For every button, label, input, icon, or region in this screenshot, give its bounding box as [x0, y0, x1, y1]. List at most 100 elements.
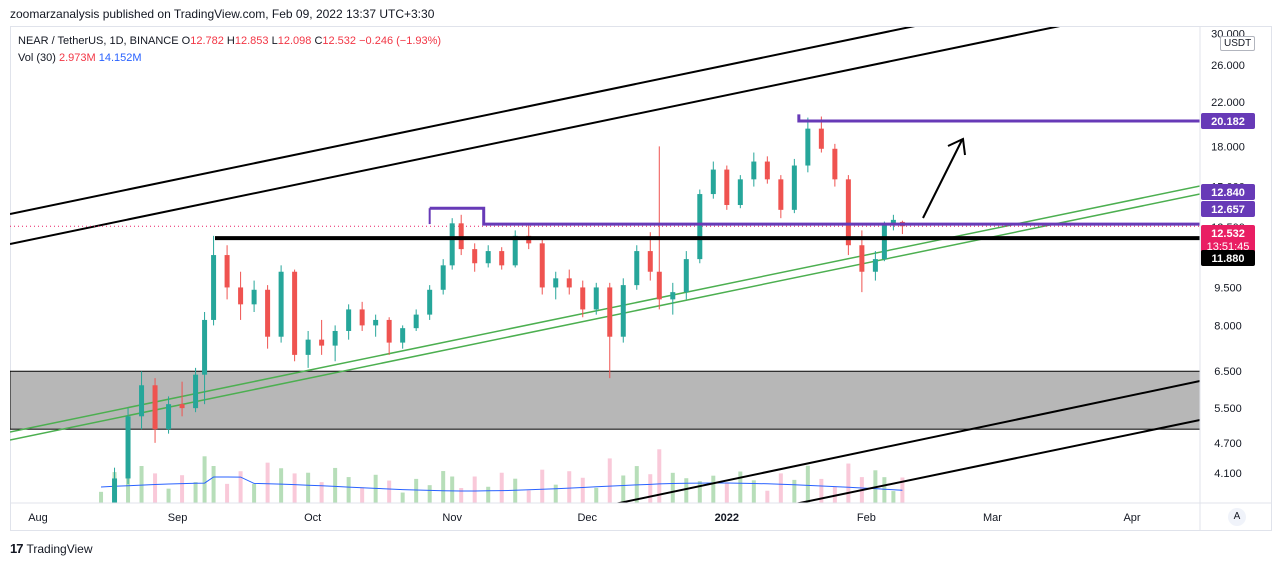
price-label-tag [1201, 225, 1255, 253]
volume-bar [414, 478, 419, 503]
price-label-tag [1201, 250, 1255, 266]
volume-bar [99, 491, 104, 503]
volume-bar [292, 473, 297, 503]
x-tick-label: Feb [857, 512, 876, 524]
candle-body [778, 179, 784, 210]
volume-bar [648, 474, 653, 503]
candle-body [99, 514, 104, 527]
volume-bar [486, 486, 491, 503]
candle-body [305, 339, 311, 355]
volume-ma-value: 14.152M [98, 52, 142, 64]
tradingview-brand: TradingView [26, 541, 93, 556]
volume-bar [333, 467, 338, 503]
tradingview-footer[interactable]: 17 TradingView [10, 541, 93, 556]
x-tick-label: Oct [304, 512, 321, 524]
y-tick-label: 4.100 [1214, 468, 1242, 480]
candle-body [634, 251, 640, 286]
y-tick-label: 8.000 [1214, 320, 1242, 332]
volume-bar [306, 472, 311, 503]
price-label-value: 12.532 [1211, 228, 1245, 240]
candle-body [400, 328, 406, 343]
auto-scale-button[interactable]: A [1228, 508, 1246, 526]
candle-body [332, 330, 338, 346]
y-tick-label: 6.500 [1214, 366, 1242, 378]
volume-bar [279, 468, 284, 503]
volume-bar [526, 490, 531, 503]
purple-resistance-line [797, 114, 1200, 123]
volume-bar [891, 491, 896, 503]
x-tick-label: Sep [168, 512, 188, 524]
high-value: 12.853 [234, 35, 269, 47]
candle-body [859, 245, 865, 272]
volume-bar [567, 471, 572, 503]
candle-body [202, 319, 208, 375]
candle-body [346, 309, 352, 331]
candle-body [593, 287, 599, 310]
candle-body [139, 385, 145, 417]
channel-upper-line-1 [10, 27, 916, 215]
high-label: H [226, 35, 235, 47]
candle-body [751, 161, 757, 180]
support-zone [10, 370, 1200, 430]
volume-bar [180, 475, 185, 503]
candle-body [512, 235, 518, 266]
low-value: 12.098 [277, 35, 312, 47]
candle-body [697, 194, 703, 260]
candle-body [737, 179, 743, 205]
candle-body [872, 259, 878, 272]
price-label-tag [1201, 201, 1255, 217]
candle-body [566, 278, 572, 288]
volume-bar [360, 487, 365, 503]
candle-body [179, 404, 185, 409]
volume-bar [400, 492, 405, 503]
candle-body [805, 128, 811, 166]
currency-selector[interactable]: USDT [1220, 36, 1256, 51]
candle-body [211, 255, 217, 320]
y-tick-label: 5.500 [1214, 403, 1242, 415]
plot-area [10, 27, 1200, 527]
volume-bar [459, 488, 464, 503]
volume-bar [792, 479, 797, 503]
low-label: L [271, 35, 278, 47]
candle-body [386, 319, 392, 343]
volume-value: 2.973M [58, 52, 96, 64]
candle-body [251, 289, 257, 305]
target-arrow [922, 139, 963, 219]
volume-bar [319, 482, 324, 503]
candle-body [427, 289, 433, 315]
candle-body [449, 223, 455, 266]
candle-body [485, 251, 491, 264]
volume-bar [594, 487, 599, 503]
volume-bar [805, 465, 810, 503]
symbol-label: NEAR / TetherUS, 1D, BINANCE [18, 35, 179, 47]
candle-body [818, 128, 824, 149]
chart-frame[interactable] [10, 26, 1272, 531]
candle-body [724, 169, 730, 205]
channel-upper-line-2 [10, 27, 1061, 245]
volume-bar [139, 466, 144, 503]
x-tick-label: Mar [983, 512, 1002, 524]
volume-bar [387, 480, 392, 503]
volume-label: Vol (30) [18, 52, 56, 64]
candle-body [413, 314, 419, 329]
candle-body [193, 374, 199, 409]
volume-bar [846, 463, 851, 503]
volume-bar [450, 476, 455, 503]
volume-bar [211, 466, 216, 503]
candle-body [224, 255, 230, 288]
candle-body [580, 287, 586, 310]
volume-bar [778, 473, 783, 503]
channel-lower-line-1 [614, 380, 1200, 503]
volume-bar [346, 477, 351, 503]
volume-bar [657, 449, 662, 503]
y-tick-label: 26.000 [1211, 60, 1245, 72]
volume-bar [265, 462, 270, 503]
candle-body [152, 385, 158, 430]
purple-level-line [429, 206, 1200, 226]
volume-bar [738, 471, 743, 503]
candle-body [238, 287, 244, 305]
y-tick-label: 4.700 [1214, 438, 1242, 450]
volume-bar [252, 483, 257, 503]
price-label-value: 12.840 [1211, 187, 1245, 199]
